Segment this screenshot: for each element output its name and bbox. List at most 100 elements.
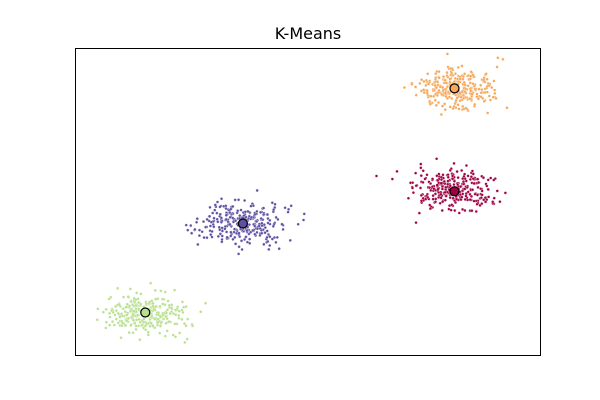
data-point-cluster-4 xyxy=(104,320,108,324)
data-point-cluster-1 xyxy=(466,174,470,178)
data-point-cluster-3 xyxy=(246,209,250,213)
data-point-cluster-3 xyxy=(216,234,220,238)
data-point-cluster-1 xyxy=(451,177,455,181)
data-point-cluster-4 xyxy=(204,301,208,305)
data-point-cluster-2 xyxy=(464,87,468,91)
data-point-cluster-4 xyxy=(142,317,146,321)
data-point-cluster-4 xyxy=(104,326,108,330)
data-point-cluster-2 xyxy=(457,107,461,111)
data-point-cluster-4 xyxy=(117,303,121,307)
data-point-cluster-1 xyxy=(439,175,443,179)
data-point-cluster-2 xyxy=(476,97,480,101)
data-point-cluster-3 xyxy=(234,242,238,246)
data-point-cluster-4 xyxy=(173,322,177,326)
data-point-cluster-1 xyxy=(472,199,476,203)
data-point-cluster-3 xyxy=(184,223,188,227)
data-point-cluster-3 xyxy=(204,225,208,229)
data-point-cluster-4 xyxy=(140,323,144,327)
data-point-cluster-2 xyxy=(496,56,500,60)
data-point-cluster-3 xyxy=(202,236,206,240)
data-point-cluster-2 xyxy=(482,78,486,82)
data-point-cluster-3 xyxy=(249,204,253,208)
data-point-cluster-3 xyxy=(205,217,209,221)
data-point-cluster-3 xyxy=(265,229,269,233)
data-point-cluster-2 xyxy=(450,71,454,75)
data-point-cluster-3 xyxy=(289,204,293,208)
data-point-cluster-1 xyxy=(417,211,421,215)
data-point-cluster-3 xyxy=(209,220,213,224)
data-point-cluster-1 xyxy=(435,157,439,161)
data-point-cluster-4 xyxy=(164,311,168,315)
cluster-center-4 xyxy=(140,307,151,318)
data-point-cluster-4 xyxy=(112,323,116,327)
data-point-cluster-1 xyxy=(480,193,484,197)
data-point-cluster-1 xyxy=(455,197,459,201)
centers-layer xyxy=(140,83,460,318)
data-point-cluster-3 xyxy=(190,231,194,235)
data-point-cluster-2 xyxy=(448,105,452,109)
data-point-cluster-3 xyxy=(231,220,236,224)
data-point-cluster-3 xyxy=(271,224,275,228)
data-point-cluster-1 xyxy=(436,178,440,182)
data-point-cluster-3 xyxy=(209,233,213,237)
data-point-cluster-4 xyxy=(107,297,111,301)
data-point-cluster-2 xyxy=(461,77,465,81)
data-point-cluster-1 xyxy=(470,209,474,213)
data-point-cluster-1 xyxy=(395,169,399,173)
data-point-cluster-3 xyxy=(275,235,279,239)
data-point-cluster-1 xyxy=(457,211,461,215)
data-point-cluster-4 xyxy=(143,324,147,328)
data-point-cluster-2 xyxy=(477,87,481,91)
data-point-cluster-3 xyxy=(262,212,266,216)
data-point-cluster-1 xyxy=(428,207,432,211)
data-point-cluster-3 xyxy=(224,213,228,217)
data-point-cluster-3 xyxy=(270,201,274,205)
data-point-cluster-1 xyxy=(503,191,507,195)
data-point-cluster-2 xyxy=(436,100,441,105)
data-point-cluster-3 xyxy=(218,205,222,209)
data-point-cluster-4 xyxy=(108,323,112,327)
data-point-cluster-1 xyxy=(452,161,456,165)
data-point-cluster-1 xyxy=(419,199,424,203)
data-point-cluster-4 xyxy=(134,327,138,331)
data-point-cluster-4 xyxy=(182,322,187,326)
data-point-cluster-2 xyxy=(495,65,499,69)
data-point-cluster-4 xyxy=(129,323,133,327)
data-point-cluster-1 xyxy=(374,174,379,178)
data-point-cluster-4 xyxy=(116,321,120,325)
data-point-cluster-2 xyxy=(448,77,452,81)
data-point-cluster-3 xyxy=(245,229,249,233)
data-point-cluster-2 xyxy=(484,72,488,76)
data-point-cluster-4 xyxy=(171,333,175,337)
data-point-cluster-4 xyxy=(114,309,118,313)
data-point-cluster-3 xyxy=(244,215,248,219)
data-point-cluster-3 xyxy=(237,252,241,256)
data-point-cluster-2 xyxy=(488,98,492,102)
data-point-cluster-2 xyxy=(483,90,487,95)
data-point-cluster-4 xyxy=(158,331,162,335)
data-point-cluster-4 xyxy=(148,317,152,321)
data-point-cluster-3 xyxy=(302,212,306,216)
data-point-cluster-2 xyxy=(443,108,447,112)
data-point-cluster-1 xyxy=(468,192,472,196)
data-point-cluster-1 xyxy=(486,178,490,182)
data-point-cluster-2 xyxy=(445,52,449,56)
data-point-cluster-4 xyxy=(156,320,160,324)
data-point-cluster-1 xyxy=(447,204,452,208)
data-point-cluster-1 xyxy=(472,181,476,186)
data-point-cluster-1 xyxy=(446,179,450,183)
data-point-cluster-4 xyxy=(137,307,141,311)
data-point-cluster-3 xyxy=(239,208,243,212)
data-point-cluster-3 xyxy=(205,236,209,240)
data-point-cluster-2 xyxy=(466,74,471,78)
data-point-cluster-1 xyxy=(435,183,439,187)
data-point-cluster-4 xyxy=(159,289,163,293)
data-point-cluster-1 xyxy=(430,185,435,189)
data-point-cluster-2 xyxy=(432,88,436,92)
data-point-cluster-4 xyxy=(134,298,138,302)
data-point-cluster-4 xyxy=(199,310,203,314)
data-point-cluster-4 xyxy=(126,295,130,299)
data-point-cluster-4 xyxy=(173,335,178,339)
data-point-cluster-3 xyxy=(267,247,271,251)
data-point-cluster-4 xyxy=(181,310,185,314)
